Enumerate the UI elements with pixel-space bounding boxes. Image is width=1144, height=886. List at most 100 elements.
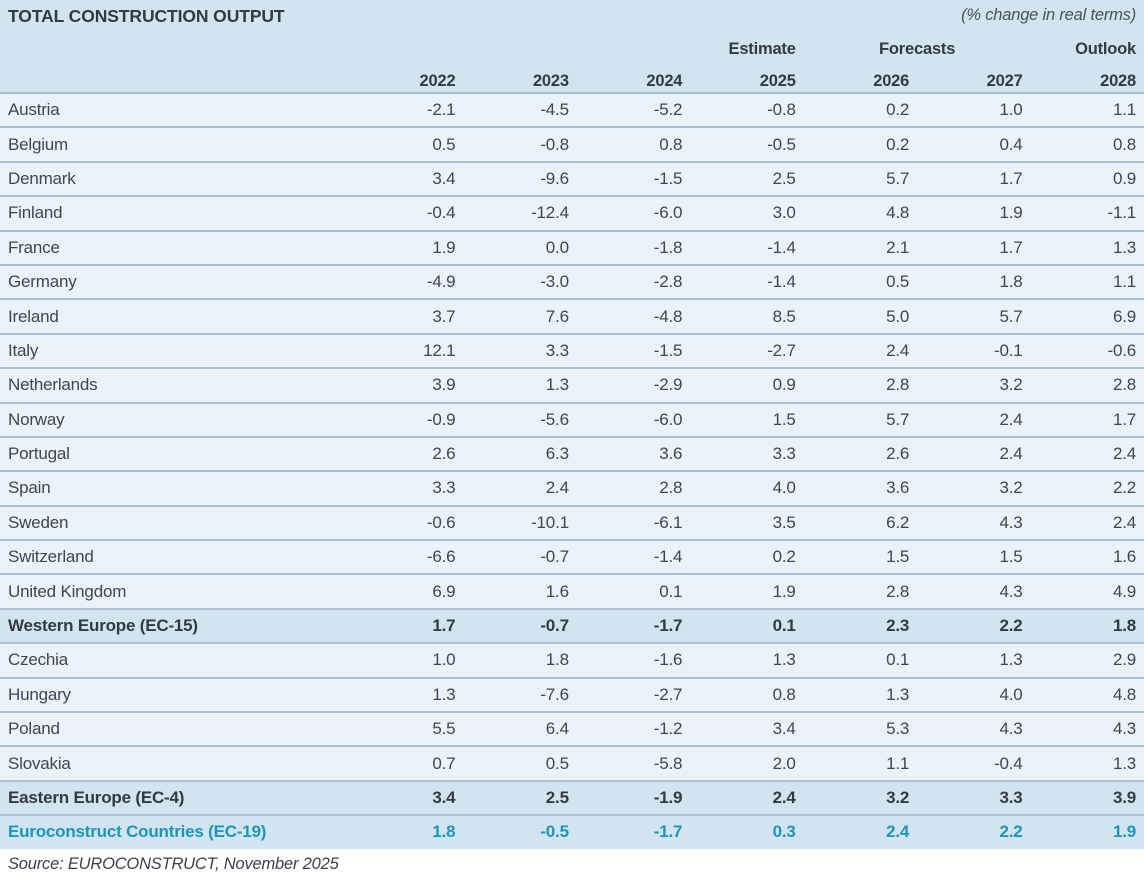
value-cell: 3.0 <box>772 203 796 223</box>
table-row: Italy 12.1 3.3 -1.5 -2.7 2.4 -0.1 -0.6 <box>0 332 1144 368</box>
value-cell: 5.0 <box>886 306 910 326</box>
row-label: Portugal <box>8 444 70 464</box>
value-cell: 4.0 <box>772 478 796 498</box>
row-label: Finland <box>8 203 63 223</box>
value-cell: 1.8 <box>432 822 456 842</box>
value-cell: 0.1 <box>772 616 796 636</box>
value-cell: 2.4 <box>886 340 910 360</box>
table-row: Switzerland -6.6 -0.7 -1.4 0.2 1.5 1.5 1… <box>0 539 1144 574</box>
value-cell: 2.0 <box>772 753 796 773</box>
value-cell: -0.8 <box>540 134 569 154</box>
value-cell: -1.5 <box>653 340 683 360</box>
value-cell: 0.3 <box>772 822 796 842</box>
value-cell: 1.3 <box>432 684 456 704</box>
outlook-group-label: Outlook <box>1075 40 1136 58</box>
value-cell: 2.8 <box>886 581 910 601</box>
table-row: Sweden -0.6 -10.1 -6.1 3.5 6.2 4.3 2.4 <box>0 504 1144 540</box>
value-cell: 5.7 <box>886 409 910 429</box>
value-cell: 3.3 <box>772 444 796 464</box>
value-cell: -5.8 <box>653 753 683 773</box>
value-cell: -2.7 <box>653 684 683 704</box>
value-cell: 7.6 <box>545 306 569 326</box>
value-cell: 2.2 <box>1112 478 1136 498</box>
value-cell: 2.4 <box>999 444 1023 464</box>
value-cell: 4.3 <box>999 581 1023 601</box>
value-cell: 1.1 <box>1112 272 1136 292</box>
value-cell: 0.2 <box>886 100 910 120</box>
table-header: TOTAL CONSTRUCTION OUTPUT (% change in r… <box>0 0 1144 92</box>
value-cell: 6.9 <box>432 581 456 601</box>
value-cell: -2.7 <box>767 340 796 360</box>
value-cell: -1.2 <box>653 719 683 739</box>
table-row: United Kingdom 6.9 1.6 0.1 1.9 2.8 4.3 4… <box>0 573 1144 608</box>
row-label: Spain <box>8 478 51 498</box>
value-cell: -10.1 <box>531 512 569 532</box>
value-cell: 5.7 <box>886 168 910 188</box>
value-cell: 2.4 <box>545 478 569 498</box>
value-cell: 3.4 <box>772 719 796 739</box>
value-cell: 6.4 <box>545 719 569 739</box>
value-cell: 2.4 <box>999 409 1023 429</box>
value-cell: 5.7 <box>999 306 1023 326</box>
value-cell: 0.9 <box>1112 168 1136 188</box>
value-cell: -0.7 <box>540 547 569 567</box>
source-note: Source: EUROCONSTRUCT, November 2025 <box>8 854 339 873</box>
value-cell: 1.5 <box>772 409 796 429</box>
value-cell: -1.9 <box>653 788 683 807</box>
value-cell: 0.2 <box>886 134 910 154</box>
value-cell: 1.7 <box>999 237 1023 257</box>
year-header-2022: 2022 <box>419 72 456 90</box>
table-row: Belgium 0.5 -0.8 0.8 -0.5 0.2 0.4 0.8 <box>0 126 1144 161</box>
forecasts-group-label: Forecasts <box>879 40 956 58</box>
value-cell: 1.9 <box>999 203 1023 223</box>
value-cell: 4.8 <box>1112 684 1136 704</box>
value-cell: 1.5 <box>999 547 1023 567</box>
value-cell: 1.8 <box>1112 616 1136 636</box>
value-cell: 6.9 <box>1112 306 1136 326</box>
value-cell: 1.1 <box>1112 100 1136 120</box>
value-cell: 3.3 <box>999 788 1023 807</box>
table-row: France 1.9 0.0 -1.8 -1.4 2.1 1.7 1.3 <box>0 229 1144 264</box>
value-cell: 3.3 <box>545 340 569 360</box>
row-label: Western Europe (EC-15) <box>8 616 198 636</box>
value-cell: -2.8 <box>653 272 683 292</box>
value-cell: 3.7 <box>432 306 456 326</box>
table-row: Portugal 2.6 6.3 3.6 3.3 2.6 2.4 2.4 <box>0 435 1144 471</box>
table-row: Western Europe (EC-15) 1.7 -0.7 -1.7 0.1… <box>0 607 1144 643</box>
value-cell: 4.0 <box>999 684 1023 704</box>
value-cell: -9.6 <box>540 168 569 188</box>
estimate-group-label: Estimate <box>728 40 796 58</box>
value-cell: -6.6 <box>426 547 456 567</box>
value-cell: -4.8 <box>653 306 683 326</box>
value-cell: -6.0 <box>653 203 683 223</box>
value-cell: 1.0 <box>999 100 1023 120</box>
value-cell: 1.6 <box>545 581 569 601</box>
row-label: France <box>8 237 60 257</box>
value-cell: 3.4 <box>432 788 456 807</box>
value-cell: 2.2 <box>999 822 1023 842</box>
value-cell: 1.1 <box>886 753 910 773</box>
value-cell: 3.6 <box>659 444 683 464</box>
value-cell: 8.5 <box>772 306 796 326</box>
value-cell: 1.9 <box>772 581 796 601</box>
value-cell: -0.7 <box>540 616 569 636</box>
value-cell: -2.9 <box>653 375 683 395</box>
value-cell: 2.4 <box>1112 512 1136 532</box>
value-cell: 1.3 <box>999 650 1023 670</box>
value-cell: 0.5 <box>886 272 910 292</box>
value-cell: -1.1 <box>1107 203 1137 223</box>
value-cell: 0.7 <box>432 753 456 773</box>
value-cell: 3.3 <box>432 478 456 498</box>
value-cell: 3.2 <box>886 788 910 807</box>
value-cell: -0.5 <box>767 134 796 154</box>
value-cell: 1.3 <box>1112 237 1136 257</box>
table-row: Spain 3.3 2.4 2.8 4.0 3.6 3.2 2.2 <box>0 470 1144 505</box>
value-cell: 2.8 <box>886 375 910 395</box>
value-cell: 2.3 <box>886 616 910 636</box>
value-cell: -1.4 <box>767 272 796 292</box>
row-label: Slovakia <box>8 753 71 773</box>
value-cell: -0.9 <box>426 409 456 429</box>
value-cell: 1.3 <box>1112 753 1136 773</box>
table-row: Euroconstruct Countries (EC-19) 1.8 -0.5… <box>0 814 1144 849</box>
